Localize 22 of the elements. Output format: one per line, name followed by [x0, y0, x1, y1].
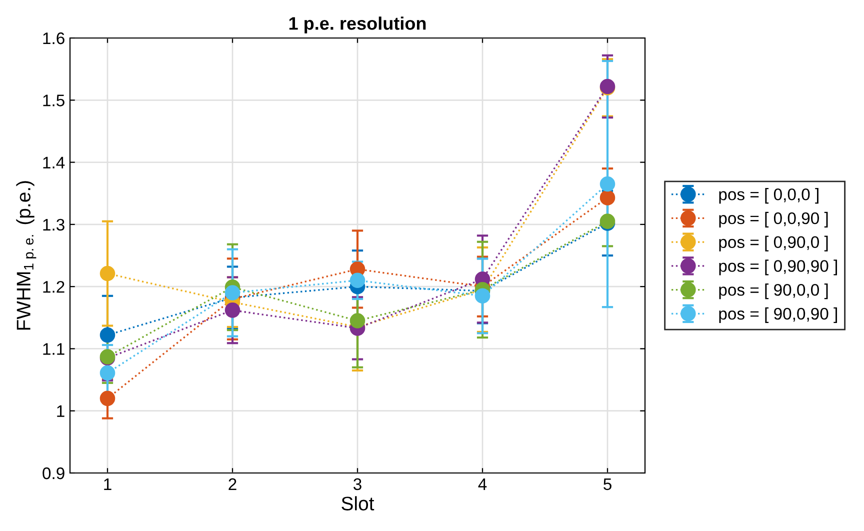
y-tick-label: 0.9 — [42, 467, 64, 480]
legend-label: pos = [ 0,0,0 ] — [719, 188, 818, 204]
x-tick-label: 1 — [104, 478, 112, 490]
x-axis-title: Slot — [342, 496, 374, 510]
y-tick-label: 1 — [57, 405, 64, 417]
chart-title: 1 p.e. resolution — [289, 16, 426, 34]
legend-label: pos = [ 90,0,0 ] — [719, 284, 828, 300]
legend-label: pos = [ 0,90,90 ] — [719, 260, 837, 276]
y-tick-label: 1.5 — [43, 94, 64, 106]
legend-label: pos = [ 0,90,0 ] — [719, 236, 828, 252]
y-tick-label: 1.2 — [43, 280, 64, 293]
y-axis-title: FWHM$_{1 p.e.}$ (p.e.) — [16, 181, 36, 330]
x-tick-label: 5 — [604, 478, 612, 490]
y-tick-label: 1.3 — [43, 218, 64, 231]
x-tick-label: 3 — [354, 478, 362, 490]
x-tick-label: 2 — [228, 478, 236, 490]
legend-label: pos = [ 0,0,90 ] — [719, 212, 828, 228]
y-tick-label: 1.6 — [43, 32, 64, 44]
y-tick-label: 1.1 — [43, 343, 64, 355]
legend-label: pos = [ 90,0,90 ] — [719, 307, 837, 323]
y-tick-label: 1.4 — [43, 156, 65, 168]
x-tick-label: 4 — [478, 478, 487, 490]
